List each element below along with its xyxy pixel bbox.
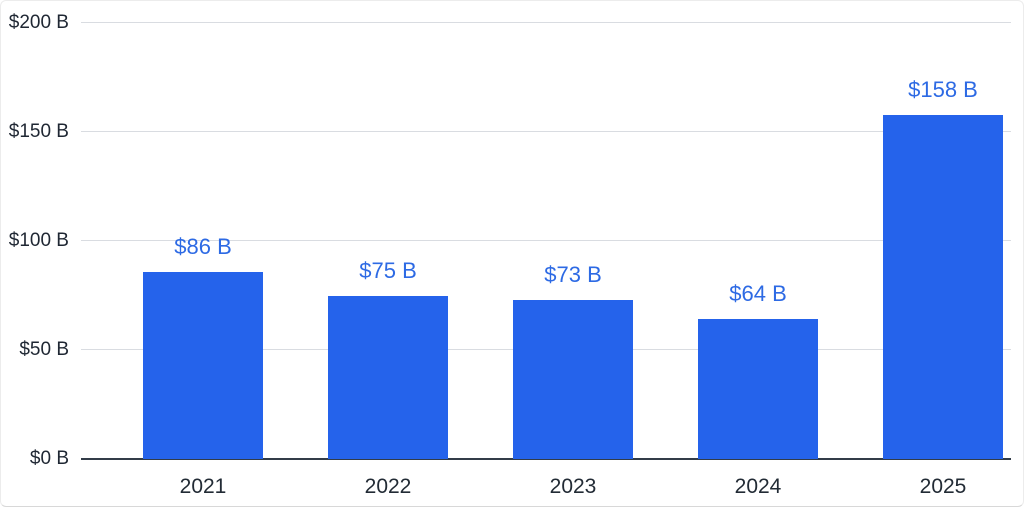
bar-chart-plot-area: $0 B $50 B $100 B $150 B $200 B $86 B 2021 $75 …: [9, 12, 1011, 498]
bar-2025: [883, 114, 1003, 459]
bar-value-label-2023: $73 B: [544, 261, 602, 287]
y-axis-tick-label: $100 B: [8, 230, 69, 251]
x-axis-tick-label-2023: 2023: [549, 475, 597, 498]
y-axis-tick-label: $50 B: [19, 339, 69, 360]
x-axis-line: [81, 458, 1011, 460]
bar-2024: [698, 319, 818, 459]
bar-value-label-2021: $86 B: [174, 233, 232, 259]
bar-value-label-2024: $64 B: [729, 281, 787, 307]
bar-value-label-2025: $158 B: [908, 76, 978, 102]
x-axis-tick-label-2024: 2024: [734, 475, 782, 498]
bar-2023: [513, 299, 633, 459]
y-axis-tick-label: $150 B: [8, 121, 69, 142]
gridline-200: [81, 22, 1011, 23]
x-axis-tick-label-2022: 2022: [364, 475, 412, 498]
x-axis-tick-label-2021: 2021: [179, 475, 227, 498]
x-axis-tick-label-2025: 2025: [919, 475, 967, 498]
bar-value-label-2022: $75 B: [359, 257, 417, 283]
gridline-150: [81, 131, 1011, 132]
bar-2021: [143, 271, 263, 459]
y-axis-tick-label: $0 B: [29, 448, 69, 469]
gridline-100: [81, 240, 1011, 241]
y-axis-tick-label: $200 B: [8, 12, 69, 33]
bar-2022: [328, 295, 448, 459]
